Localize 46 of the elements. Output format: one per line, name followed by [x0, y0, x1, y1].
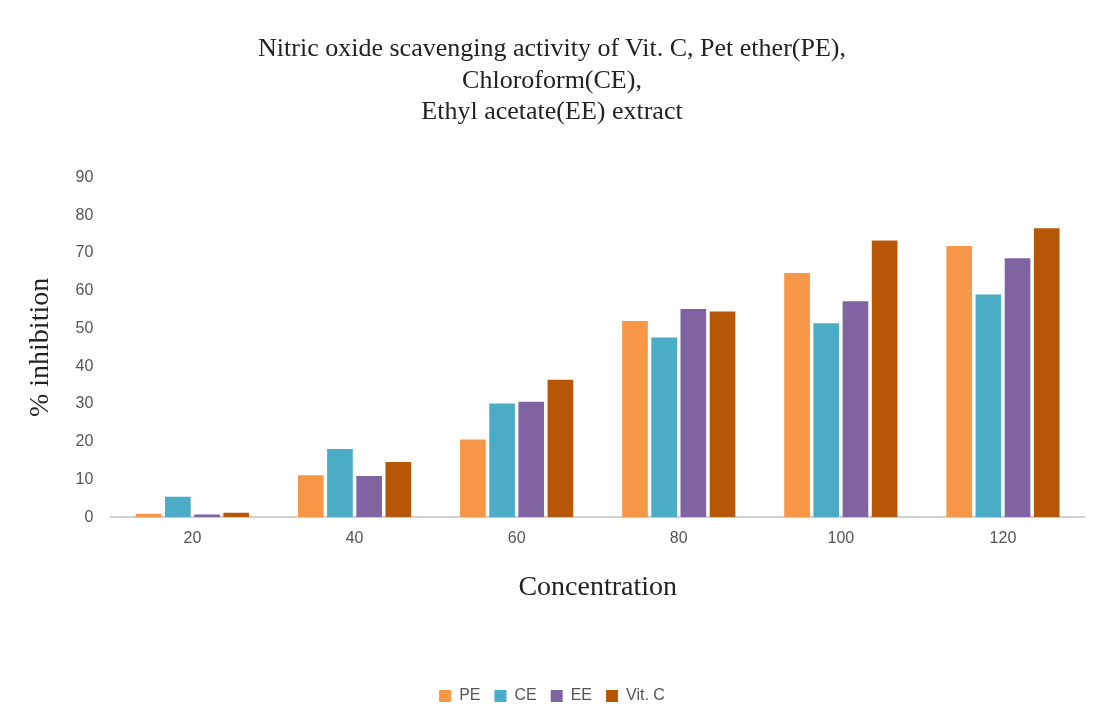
x-tick-label: 60: [507, 529, 526, 547]
bar: [946, 245, 973, 518]
bar: [813, 323, 840, 518]
legend-label: PE: [459, 686, 481, 704]
bar: [1004, 258, 1031, 518]
y-tick-label: 50: [75, 318, 94, 336]
bar: [356, 476, 382, 518]
y-tick-label: 40: [75, 356, 94, 374]
x-tick-label: 80: [669, 529, 688, 547]
bar: [223, 512, 250, 518]
y-tick-label: 60: [75, 281, 94, 299]
legend-label: Vit. C: [626, 686, 665, 704]
bar: [871, 240, 898, 518]
x-tick-label: 20: [183, 529, 202, 547]
bar: [680, 308, 707, 518]
y-tick-label: 10: [75, 469, 94, 487]
bar: [784, 273, 810, 518]
x-axis-title: Concentration: [518, 569, 678, 601]
x-tick-label: 120: [989, 529, 1017, 547]
bar: [327, 448, 353, 518]
legend-label: EE: [570, 686, 593, 704]
bar: [842, 301, 869, 518]
x-tick-label: 40: [345, 529, 364, 547]
bar: [460, 439, 486, 518]
bar: [975, 294, 1002, 518]
y-tick-label: 20: [75, 432, 94, 450]
y-tick-label: 30: [75, 394, 94, 412]
y-axis-title: % inhibition: [23, 277, 55, 418]
bar: [489, 403, 515, 518]
legend-label: CE: [514, 686, 537, 704]
bar: [385, 462, 412, 518]
y-tick-label: 80: [75, 205, 94, 223]
chart-title: Nitric oxide scavenging activity of Vit. C, Pet ether(PE), Chloroform(CE), Ethyl acetate(EE) extract: [258, 33, 846, 125]
bar: [622, 320, 648, 518]
bar: [547, 379, 574, 518]
x-tick-label: 100: [827, 529, 855, 547]
bar: [518, 401, 545, 518]
y-tick-label: 70: [75, 243, 94, 261]
bar: [709, 311, 736, 518]
bar: [297, 475, 324, 518]
bar: [1033, 228, 1060, 518]
bar: [651, 337, 677, 518]
bar: [165, 496, 191, 518]
y-tick-label: 0: [84, 507, 94, 525]
y-tick-label: 90: [75, 168, 94, 186]
bar: [135, 513, 162, 518]
